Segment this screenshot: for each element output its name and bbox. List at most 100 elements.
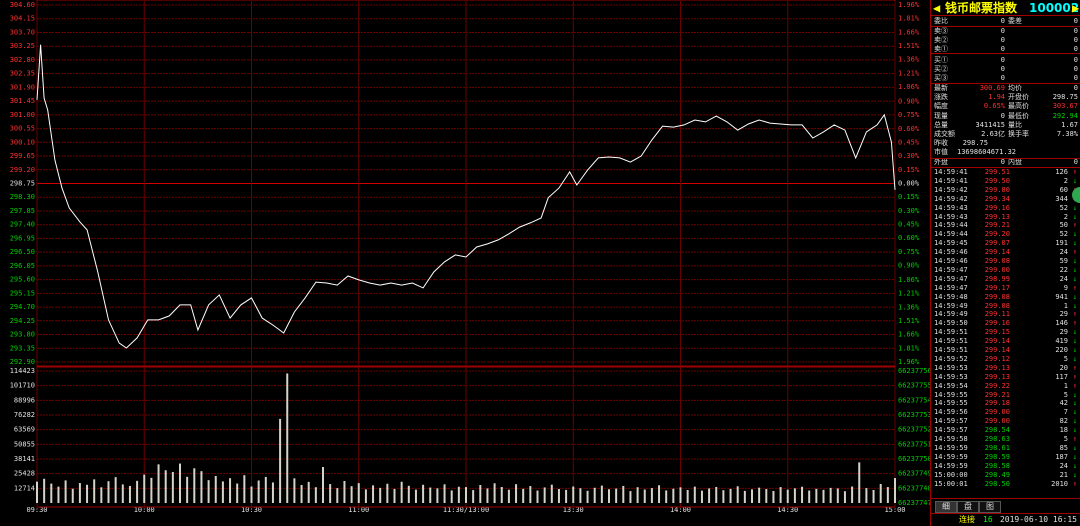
row-value: 0 — [1073, 17, 1078, 25]
volume-bar — [143, 474, 146, 503]
volume-bar — [543, 487, 546, 503]
y-tick-label: 295.60 — [10, 276, 35, 284]
trade-volume: 59 — [1059, 257, 1068, 265]
y2-tick-label: 1.66% — [898, 28, 920, 36]
trade-direction: ↑ — [1072, 381, 1077, 390]
row-value: 0 — [1000, 17, 1005, 25]
trade-price: 299.12 — [984, 354, 1010, 363]
index-name: 钱币邮票指数 — [945, 1, 1018, 15]
volume-bar — [329, 484, 332, 503]
trade-time: 14:59:58 — [934, 435, 968, 443]
y-tick-label: 88996 — [14, 396, 35, 404]
volume-bar — [414, 489, 417, 503]
volume-bar — [879, 483, 882, 503]
x-tick-label: 11:00 — [348, 506, 369, 514]
row-label: 量比 — [1008, 120, 1022, 129]
row-value: 0 — [1000, 65, 1005, 73]
row-value: 298.75 — [962, 139, 988, 148]
volume-bar — [729, 488, 732, 503]
volume-bar — [672, 488, 675, 503]
prev-arrow[interactable]: ◀ — [933, 1, 941, 15]
volume-bar — [78, 483, 81, 503]
y-tick-label: 303.70 — [10, 28, 35, 36]
y-tick-label: 76282 — [14, 411, 35, 419]
chart-area: 304.60 304.15 303.70 303.25 302.80 302.35 301.… — [10, 0, 930, 514]
row-value: 0 — [1000, 111, 1005, 120]
tab[interactable]: 图 — [979, 501, 1001, 513]
volume-bar — [429, 487, 432, 503]
volume-bar — [307, 481, 310, 503]
trade-price: 298.49 — [984, 470, 1010, 479]
volume-bar — [386, 483, 389, 503]
volume-bar — [400, 481, 403, 503]
trade-direction: ↓ — [1072, 443, 1077, 452]
trade-direction: ↓ — [1072, 203, 1077, 212]
trade-volume: 187 — [1055, 452, 1068, 461]
trade-time: 14:59:44 — [934, 221, 968, 230]
y-tick-label: 114423 — [10, 367, 35, 375]
volume-bar — [171, 471, 174, 503]
trade-price: 298.50 — [984, 479, 1010, 488]
trade-direction: ↓ — [1072, 274, 1077, 283]
volume-bar — [121, 484, 124, 503]
trade-volume: 52 — [1059, 203, 1068, 212]
y-tick-label: 296.95 — [10, 234, 35, 242]
trade-price: 299.00 — [984, 265, 1010, 274]
trade-time: 14:59:59 — [934, 461, 968, 470]
y-tick-label: 292.90 — [10, 358, 35, 366]
x-tick-label: 13:30 — [563, 506, 584, 514]
trade-volume: 126 — [1055, 168, 1068, 176]
volume-bar — [207, 480, 210, 503]
row-value: 0 — [1073, 157, 1078, 166]
trade-price: 299.07 — [984, 239, 1010, 248]
y2-tick-label: 1.21% — [898, 69, 920, 77]
trade-price: 299.20 — [984, 230, 1010, 239]
trade-volume: 60 — [1059, 185, 1068, 194]
y2-tick-label: 1.96% — [898, 1, 920, 9]
y2-tick-label: 1.21% — [898, 290, 920, 298]
separator — [931, 53, 1080, 54]
tab[interactable]: 盘 — [957, 501, 979, 513]
volume-bar — [86, 484, 89, 503]
y-tick-label: 293.35 — [10, 344, 35, 352]
row-label: 市值 — [934, 148, 948, 157]
status-label: 连接 — [959, 515, 975, 524]
row-label: 卖③ — [934, 27, 948, 35]
next-arrow[interactable]: ▶ — [1072, 1, 1080, 15]
volume-bar — [872, 489, 875, 503]
volume-bar — [565, 489, 568, 503]
y2-tick-label: 66237755 — [898, 382, 930, 390]
volume-bar — [372, 485, 375, 503]
volume-bar — [472, 490, 475, 503]
row-value: 1.67 — [1061, 120, 1078, 129]
y2-tick-label: 1.81% — [898, 344, 920, 352]
trade-price: 298.63 — [984, 435, 1010, 443]
volume-bar — [736, 486, 739, 503]
row-label: 买② — [934, 65, 948, 73]
volume-bar — [107, 481, 110, 503]
volume-bar — [886, 487, 889, 503]
volume-bar — [865, 488, 868, 503]
separator — [931, 498, 1080, 499]
trade-price: 299.08 — [984, 301, 1010, 310]
tab[interactable]: 细 — [935, 501, 957, 513]
trade-direction: ↑ — [1072, 479, 1077, 488]
trade-time: 14:59:46 — [934, 257, 968, 265]
y2-tick-label: 0.75% — [898, 248, 920, 256]
y-tick-label: 296.50 — [10, 248, 35, 256]
row-value: 0 — [1000, 157, 1005, 166]
volume-bar — [715, 486, 718, 503]
volume-bar — [515, 484, 518, 503]
volume-bar — [593, 487, 596, 503]
y2-tick-label: 1.06% — [898, 276, 920, 284]
y-tick-label: 303.25 — [10, 42, 35, 50]
row-value: 7.38% — [1056, 130, 1078, 138]
row-label: 换手率 — [1008, 130, 1029, 138]
trade-volume: 2 — [1063, 176, 1068, 185]
volume-bar — [36, 481, 38, 503]
float-button[interactable] — [1070, 180, 1080, 210]
volume-bar — [579, 488, 582, 503]
trade-direction: ↑ — [1072, 435, 1077, 443]
y2-tick-label: 0.45% — [898, 220, 920, 228]
trade-volume: 1 — [1063, 381, 1068, 390]
